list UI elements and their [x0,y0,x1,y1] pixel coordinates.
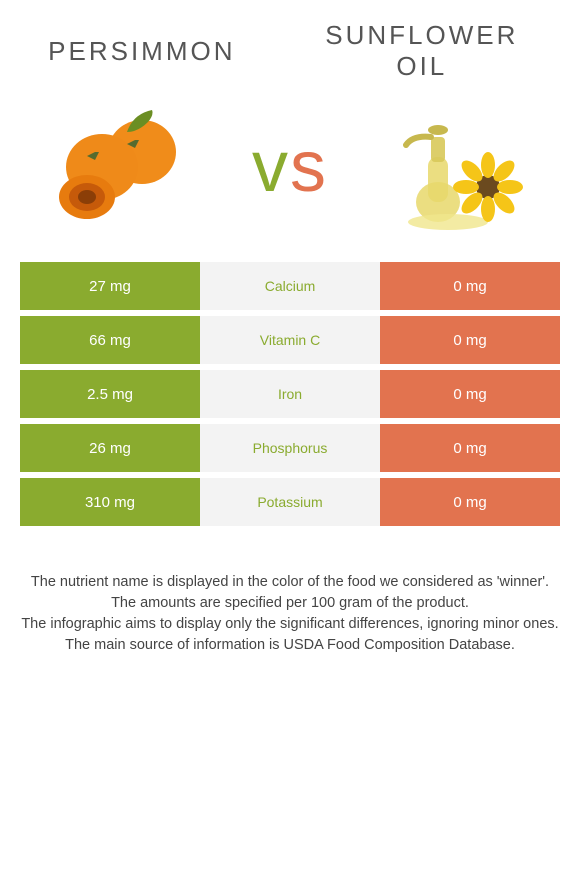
footnote-line: The nutrient name is displayed in the co… [15,572,565,593]
table-row: 2.5 mg Iron 0 mg [20,370,560,418]
right-value: 0 mg [380,316,560,364]
left-value: 26 mg [20,424,200,472]
left-value: 27 mg [20,262,200,310]
right-value: 0 mg [380,370,560,418]
right-value: 0 mg [380,262,560,310]
vs-row: vs [0,92,580,262]
nutrient-label: Potassium [200,478,380,526]
right-value: 0 mg [380,478,560,526]
nutrient-label: Calcium [200,262,380,310]
table-row: 66 mg Vitamin C 0 mg [20,316,560,364]
nutrient-label: Vitamin C [200,316,380,364]
footnote-line: The infographic aims to display only the… [15,614,565,635]
right-value: 0 mg [380,424,560,472]
nutrient-label: Iron [200,370,380,418]
nutrient-label: Phosphorus [200,424,380,472]
vs-s: s [290,127,328,207]
right-food-title: Sunflower oil [312,20,532,82]
left-value: 2.5 mg [20,370,200,418]
table-row: 26 mg Phosphorus 0 mg [20,424,560,472]
sunflower-oil-image [383,102,533,232]
vs-v: v [252,127,290,207]
left-food-title: Persimmon [48,36,235,67]
left-value: 310 mg [20,478,200,526]
table-row: 310 mg Potassium 0 mg [20,478,560,526]
nutrient-table: 27 mg Calcium 0 mg 66 mg Vitamin C 0 mg … [0,262,580,526]
left-value: 66 mg [20,316,200,364]
footnote-line: The amounts are specified per 100 gram o… [15,593,565,614]
footnote-line: The main source of information is USDA F… [15,635,565,656]
vs-label: vs [252,126,328,208]
table-row: 27 mg Calcium 0 mg [20,262,560,310]
footer-notes: The nutrient name is displayed in the co… [0,532,580,656]
persimmon-image [47,102,197,232]
header-titles: Persimmon Sunflower oil [0,0,580,92]
